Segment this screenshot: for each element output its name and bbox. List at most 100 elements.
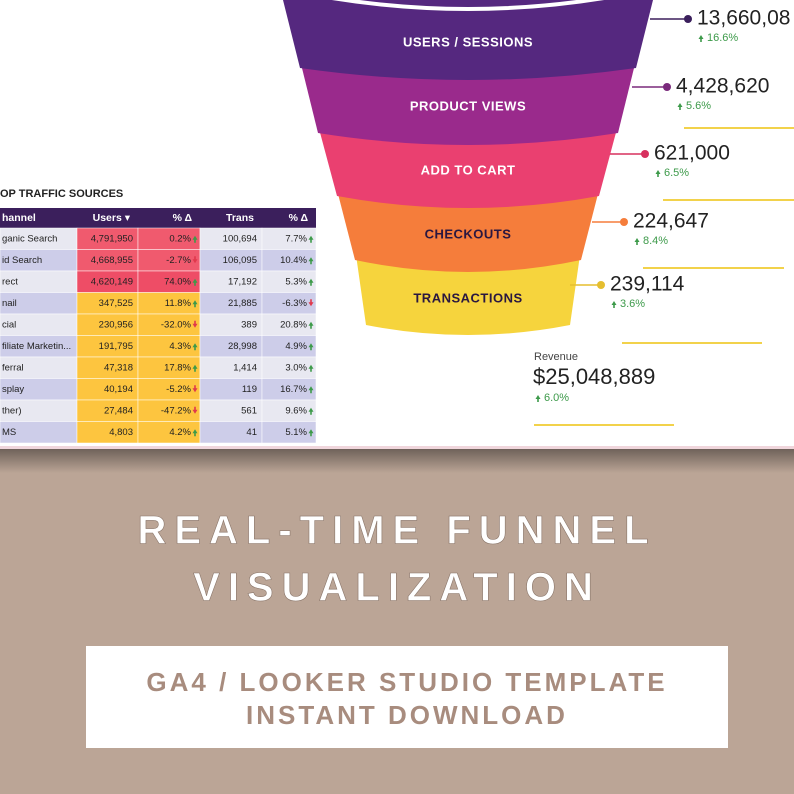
arrow-down — [192, 256, 198, 264]
cell: 4,668,955 — [91, 255, 133, 266]
cell: 28,998 — [228, 341, 257, 352]
column-header: Trans — [226, 212, 254, 224]
stage-label: PRODUCT VIEWS — [410, 98, 526, 113]
stage-label: ADD TO CART — [421, 162, 516, 177]
cell: 4,620,149 — [91, 276, 133, 287]
cell: rect — [2, 276, 18, 287]
arrow-up — [308, 429, 314, 437]
cell: 4,791,950 — [91, 233, 133, 244]
arrow-up — [192, 429, 198, 437]
cell: 4.3% — [169, 341, 191, 352]
arrow-up — [611, 301, 617, 308]
cell: ganic Search — [2, 233, 57, 244]
cell: -5.2% — [166, 384, 191, 395]
cell: 27,484 — [104, 405, 133, 416]
divider — [0, 446, 794, 449]
column-header: % Δ — [173, 212, 193, 224]
stage-change: 8.4% — [643, 235, 668, 247]
cell: 100,694 — [223, 233, 257, 244]
cell: 5.3% — [285, 276, 307, 287]
funnel-rim — [331, 0, 605, 11]
cell: 0.2% — [169, 233, 191, 244]
cell: 21,885 — [228, 298, 257, 309]
cell: nail — [2, 298, 17, 309]
banner-text: INSTANT DOWNLOAD — [246, 700, 568, 730]
arrow-up — [308, 343, 314, 351]
cell: 40,194 — [104, 384, 133, 395]
cell: 7.7% — [285, 233, 307, 244]
cell: -32.0% — [161, 319, 192, 330]
cell: -6.3% — [282, 298, 307, 309]
cell: 47,318 — [104, 362, 133, 373]
arrow-up — [308, 235, 314, 243]
cell: 1,414 — [233, 362, 257, 373]
cell: 4,803 — [109, 427, 133, 438]
cell: 9.6% — [285, 405, 307, 416]
arrow-up — [308, 321, 314, 329]
cell: 347,525 — [99, 298, 133, 309]
revenue-label: Revenue — [534, 351, 578, 363]
cell: 230,956 — [99, 319, 133, 330]
revenue-value: $25,048,889 — [533, 364, 655, 389]
table-header — [0, 208, 316, 228]
funnel-segment — [356, 255, 580, 335]
arrow-up — [308, 407, 314, 415]
cell: 4.2% — [169, 427, 191, 438]
revenue-change: 6.0% — [544, 392, 569, 404]
stage-value: 13,660,08 — [697, 7, 790, 30]
column-header: Users ▾ — [93, 212, 131, 224]
arrow-down — [192, 385, 198, 393]
stage-label: TRANSACTIONS — [413, 290, 522, 305]
stage-value: 4,428,620 — [676, 75, 769, 98]
arrow-up — [192, 235, 198, 243]
arrow-up — [192, 300, 198, 308]
banner-box — [86, 646, 728, 748]
cell: 17,192 — [228, 276, 257, 287]
cell: splay — [2, 384, 24, 395]
stage-change: 6.5% — [664, 167, 689, 179]
connector-dot — [684, 15, 692, 23]
arrow-up — [308, 364, 314, 372]
table-title: OP TRAFFIC SOURCES — [0, 188, 123, 200]
stage-change: 5.6% — [686, 100, 711, 112]
cell: MS — [2, 427, 16, 438]
banner-text: GA4 / LOOKER STUDIO TEMPLATE — [146, 667, 667, 697]
connector-dot — [620, 218, 628, 226]
cell: -2.7% — [166, 255, 191, 266]
funnel-segment — [283, 0, 653, 80]
stage-value: 621,000 — [654, 142, 730, 165]
stage-value: 239,114 — [610, 273, 685, 296]
arrow-up — [308, 257, 314, 265]
connector-dot — [641, 150, 649, 158]
cell: 16.7% — [280, 384, 307, 395]
stage-value: 224,647 — [633, 210, 709, 233]
arrow-up — [655, 170, 661, 177]
arrow-up — [634, 238, 640, 245]
cell: 17.8% — [164, 362, 191, 373]
cell: 11.8% — [165, 298, 192, 309]
arrow-up — [192, 364, 198, 372]
cell: ther) — [2, 405, 22, 416]
cell: 4.9% — [285, 341, 307, 352]
headline: VISUALIZATION — [193, 566, 601, 610]
funnel-segment — [337, 190, 599, 272]
cell: ferral — [2, 362, 24, 373]
arrow-up — [192, 343, 198, 351]
arrow-up — [308, 278, 314, 286]
cell: 10.4% — [280, 255, 307, 266]
cell: id Search — [2, 255, 42, 266]
stage-label: USERS / SESSIONS — [403, 34, 533, 49]
funnel-segment — [318, 125, 618, 208]
cell: -47.2% — [161, 405, 192, 416]
cell: 389 — [241, 319, 257, 330]
arrow-up — [192, 278, 198, 286]
connector-dot — [663, 83, 671, 91]
arrow-up — [698, 35, 704, 42]
arrow-up — [308, 386, 314, 394]
stage-label: CHECKOUTS — [425, 226, 512, 241]
cell-bg — [261, 421, 317, 444]
stage-change: 16.6% — [707, 32, 738, 44]
shadow — [0, 449, 794, 473]
arrow-up — [535, 395, 541, 402]
